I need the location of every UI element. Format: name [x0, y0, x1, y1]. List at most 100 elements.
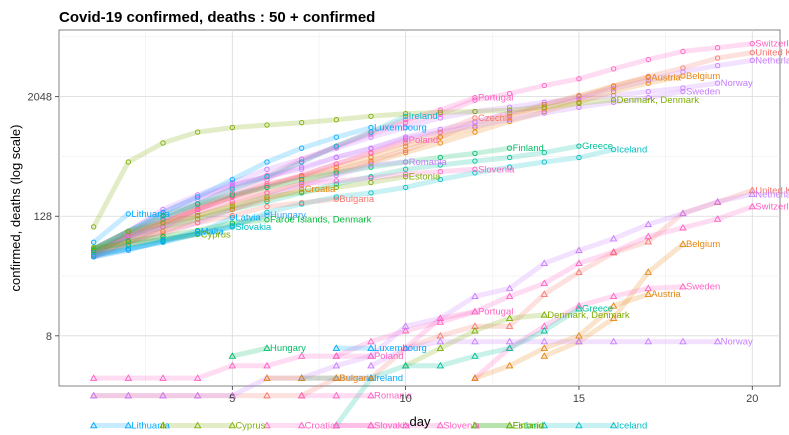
series-line-confirmed-switzerland — [91, 41, 755, 255]
series-label-confirmed-finland: Finland — [513, 143, 544, 154]
point-confirmed-netherlands-netherlands — [645, 77, 651, 83]
point-confirmed-faroe-islands-denmark — [229, 220, 235, 226]
series-label-deaths-denmark-denmark: Denmark, Denmark — [547, 310, 630, 321]
series-line-confirmed-sweden — [91, 89, 686, 252]
point-deaths-netherlands-netherlands — [159, 391, 167, 399]
point-confirmed-croatia — [264, 196, 270, 202]
point-confirmed-denmark-denmark — [195, 129, 201, 135]
point-confirmed-sweden — [298, 164, 305, 170]
point-deaths-norway — [575, 337, 583, 345]
point-confirmed-finland — [472, 150, 478, 156]
point-deaths-netherlands-netherlands — [575, 246, 583, 254]
point-confirmed-greece — [541, 149, 547, 156]
point-confirmed-denmark-denmark — [368, 113, 374, 119]
point-deaths-iceland — [609, 421, 618, 429]
point-deaths-croatia — [263, 421, 271, 429]
point-confirmed-iceland — [333, 194, 339, 200]
series-label-confirmed-ireland: Ireland — [409, 111, 438, 122]
point-deaths-netherlands-netherlands — [609, 234, 618, 242]
point-confirmed-denmark-denmark — [437, 109, 443, 116]
series-line-confirmed-hungary — [91, 212, 270, 260]
series-label-confirmed-sweden: Sweden — [686, 87, 720, 98]
point-confirmed-norway — [680, 85, 686, 91]
point-confirmed-romania — [402, 159, 409, 165]
series-label-confirmed-latvia: Latvia — [235, 213, 261, 224]
point-deaths-united-kingdom — [644, 237, 653, 245]
series-line-confirmed-romania — [91, 159, 409, 260]
y-tick-label: 2048 — [28, 92, 52, 104]
point-confirmed-ireland — [333, 143, 339, 149]
point-deaths-netherlands-netherlands — [644, 220, 653, 228]
point-confirmed-norway — [333, 145, 339, 151]
series-label-confirmed-bulgaria: Bulgaria — [339, 194, 375, 205]
point-deaths-belgium — [644, 268, 653, 275]
grid-lines — [59, 30, 780, 386]
point-confirmed-denmark-denmark — [125, 159, 131, 165]
point-confirmed-romania — [368, 162, 374, 168]
series-label-confirmed-cyprus: Cyprus — [201, 229, 231, 240]
series-line-confirmed-luxembourg — [91, 125, 374, 252]
point-confirmed-switzerland — [368, 131, 374, 137]
point-confirmed-poland — [402, 137, 409, 143]
point-deaths-switzerland — [263, 361, 271, 369]
point-confirmed-united-kingdom — [714, 55, 721, 61]
point-deaths-belgium — [540, 352, 549, 359]
series-line-confirmed-united-kingdom — [91, 50, 755, 259]
point-confirmed-iceland — [472, 170, 478, 176]
point-confirmed-greece — [576, 143, 582, 149]
series-line-confirmed-netherlands-netherlands — [91, 57, 755, 256]
point-confirmed-malta — [160, 238, 166, 244]
point-confirmed-denmark-denmark — [541, 104, 547, 110]
point-confirmed-iceland — [368, 190, 374, 196]
series-line-confirmed-greece — [91, 143, 582, 252]
point-confirmed-luxembourg — [229, 176, 235, 183]
series-line-deaths-norway — [368, 339, 721, 369]
point-deaths-netherlands-netherlands — [505, 284, 514, 292]
point-confirmed-netherlands-netherlands — [298, 166, 305, 172]
series-label-deaths-bulgaria: Bulgaria — [339, 373, 375, 384]
point-confirmed-poland — [264, 183, 270, 189]
point-confirmed-switzerland — [402, 119, 409, 126]
point-deaths-greece — [471, 352, 479, 359]
point-deaths-norway — [644, 337, 653, 345]
point-deaths-norway — [505, 337, 514, 345]
point-confirmed-austria — [541, 102, 547, 108]
point-deaths-switzerland — [367, 337, 375, 345]
point-deaths-netherlands-netherlands — [124, 391, 133, 399]
point-confirmed-netherlands-netherlands — [714, 62, 721, 69]
point-deaths-switzerland — [748, 202, 757, 210]
y-tick-label: 128 — [34, 211, 52, 223]
point-deaths-iceland — [540, 421, 549, 429]
series-line-confirmed-lithuania — [91, 211, 131, 245]
point-confirmed-slovenia — [298, 181, 305, 187]
series-line-deaths-denmark-denmark — [403, 312, 547, 369]
point-deaths-croatia — [297, 421, 306, 429]
point-confirmed-belgium — [506, 118, 513, 125]
point-confirmed-denmark-denmark — [264, 122, 270, 128]
point-deaths-sweden — [609, 292, 618, 300]
series-label-confirmed-estonia: Estonia — [409, 172, 441, 183]
point-confirmed-bulgaria — [160, 231, 166, 237]
point-confirmed-poland — [333, 161, 339, 167]
point-deaths-hungary — [228, 352, 237, 359]
point-confirmed-united-kingdom — [125, 231, 131, 237]
point-deaths-switzerland — [89, 374, 98, 381]
point-deaths-denmark-denmark — [540, 310, 549, 318]
point-confirmed-iceland — [506, 164, 513, 170]
series-line-confirmed-bulgaria — [91, 196, 339, 260]
series-labels: SwitzerlandUnited KingdomNetherlands, Ne… — [131, 39, 789, 432]
point-confirmed-norway — [437, 115, 443, 121]
point-deaths-norway — [609, 337, 618, 345]
series-label-deaths-united-kingdom: United Kingdom — [755, 185, 789, 196]
point-confirmed-iceland — [264, 209, 270, 216]
series-label-confirmed-belgium: Belgium — [686, 71, 720, 82]
series-label-deaths-lithuania: Lithuania — [131, 421, 170, 432]
point-confirmed-iceland — [437, 176, 443, 183]
point-deaths-romania — [332, 391, 341, 399]
point-confirmed-austria — [402, 143, 409, 149]
point-confirmed-finland — [506, 145, 513, 151]
series-line-confirmed-iceland — [91, 147, 617, 258]
point-confirmed-greece — [437, 162, 443, 168]
series-line-confirmed-portugal — [91, 95, 478, 260]
point-deaths-united-kingdom — [263, 391, 271, 399]
